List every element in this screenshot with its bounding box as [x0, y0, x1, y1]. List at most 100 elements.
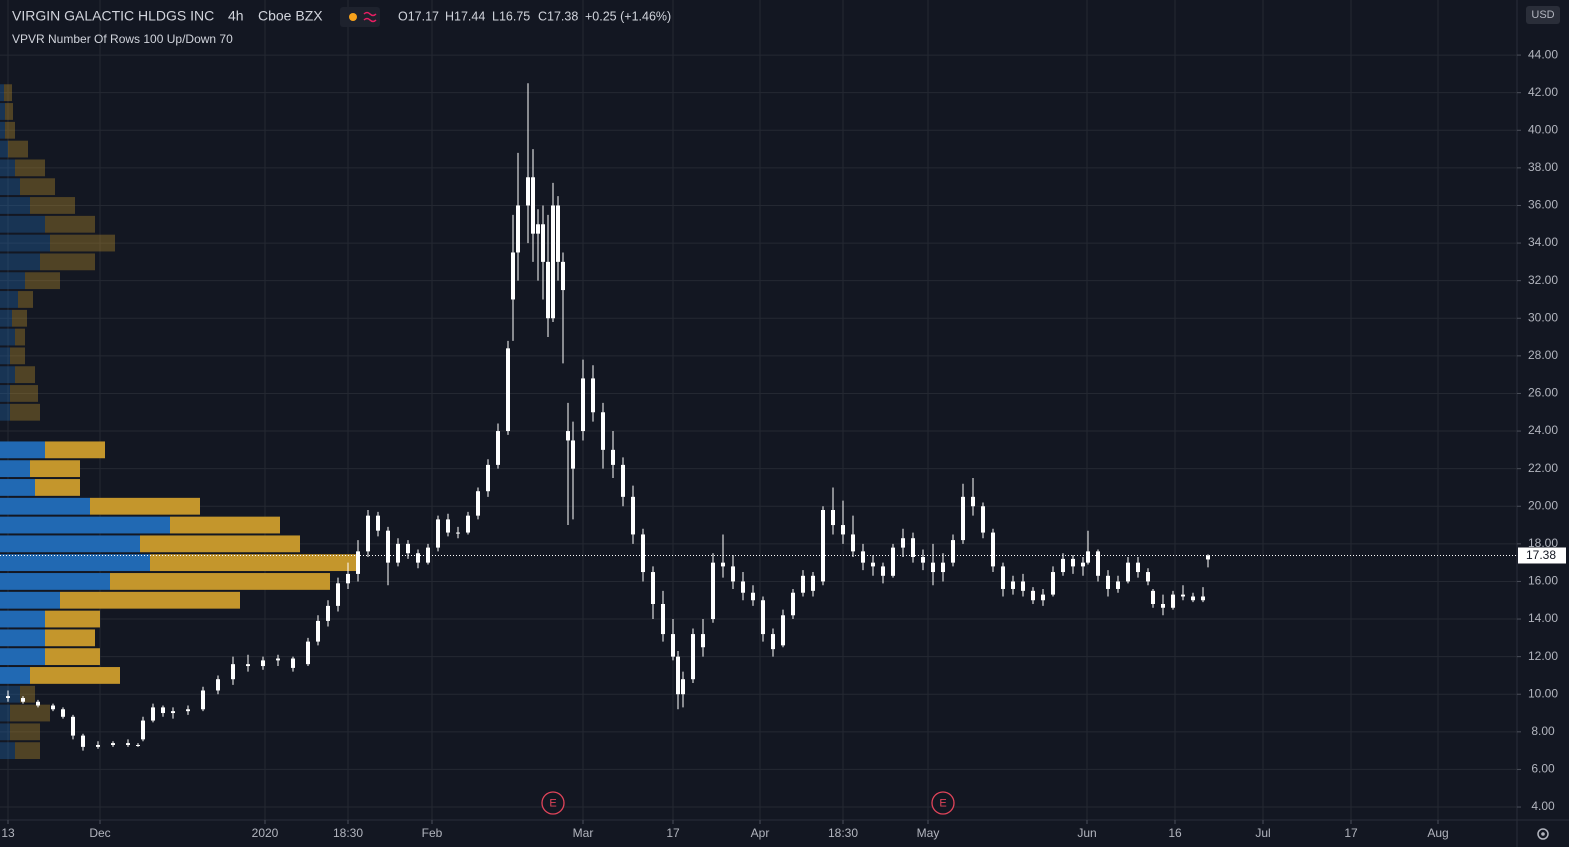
y-tick-label: 44.00: [1528, 47, 1558, 61]
volume-up-bar: [0, 591, 60, 609]
candle-body: [456, 532, 460, 534]
volume-down-bar: [15, 328, 25, 346]
candle-body: [1191, 596, 1195, 601]
volume-up-bar: [0, 723, 10, 741]
y-tick-label: 30.00: [1528, 310, 1558, 324]
open-value: O17.17: [398, 9, 439, 23]
candle-body: [546, 261, 550, 319]
candle-body: [1061, 558, 1065, 573]
candle-body: [386, 530, 390, 563]
volume-down-bar: [18, 291, 33, 308]
volume-down-bar: [45, 610, 100, 628]
candle-body: [911, 538, 915, 558]
candle-body: [326, 605, 330, 621]
status-icons: [340, 7, 380, 27]
candle-body: [731, 566, 735, 582]
candle-body: [161, 707, 165, 714]
volume-up-bar: [0, 366, 15, 384]
candle-body: [631, 496, 635, 535]
currency[interactable]: USD: [1531, 9, 1554, 21]
interval[interactable]: 4h: [228, 8, 244, 24]
candle-body: [1096, 551, 1100, 576]
earnings-label: E: [549, 797, 556, 809]
candle-body: [551, 205, 555, 319]
volume-down-bar: [50, 234, 115, 252]
volume-down-bar: [10, 403, 40, 421]
candle-body: [476, 491, 480, 516]
indicator-label[interactable]: VPVR Number Of Rows 100 Up/Down 70: [12, 32, 233, 46]
candle-body: [741, 581, 745, 593]
volume-up-bar: [0, 309, 12, 327]
candle-body: [516, 205, 520, 253]
volume-up-bar: [0, 215, 45, 233]
candle-body: [1051, 572, 1055, 595]
candle-body: [621, 464, 625, 497]
earnings-marker[interactable]: E: [541, 791, 565, 815]
candle-body: [641, 534, 645, 573]
x-tick-label: 13: [1, 826, 15, 840]
candle-body: [791, 592, 795, 616]
last-price-box: [1518, 547, 1566, 564]
candle-body: [1181, 594, 1185, 597]
x-tick-label: Mar: [573, 826, 594, 840]
candle-body: [96, 744, 100, 747]
candle-body: [1086, 551, 1090, 563]
candle-body: [36, 701, 40, 706]
candle-body: [406, 543, 410, 554]
candle-body: [556, 205, 560, 262]
candle-body: [1171, 594, 1175, 608]
volume-down-bar: [35, 479, 80, 496]
candle-body: [346, 573, 350, 584]
candle-body: [781, 615, 785, 646]
candle-body: [941, 562, 945, 573]
volume-up-bar: [0, 667, 30, 684]
y-tick-label: 24.00: [1528, 423, 1558, 437]
candle-body: [171, 711, 175, 714]
volume-up-bar: [0, 742, 15, 760]
y-tick-label: 22.00: [1528, 461, 1558, 475]
candle-body: [291, 658, 295, 668]
candle-body: [141, 720, 145, 740]
volume-up-bar: [0, 291, 18, 308]
candle-body: [1021, 581, 1025, 591]
volume-up-bar: [0, 385, 10, 402]
y-tick-label: 20.00: [1528, 498, 1558, 512]
y-tick-label: 42.00: [1528, 85, 1558, 99]
volume-up-bar: [0, 516, 170, 534]
candle-body: [216, 679, 220, 691]
candle-body: [566, 431, 570, 441]
x-tick-label: Dec: [89, 826, 110, 840]
x-tick-label: 2020: [252, 826, 279, 840]
volume-up-bar: [0, 535, 140, 553]
volume-down-bar: [30, 460, 80, 478]
earnings-marker[interactable]: E: [931, 791, 955, 815]
volume-up-bar: [0, 704, 10, 722]
candle-body: [1116, 581, 1120, 589]
candle-body: [1106, 575, 1110, 589]
volume-up-bar: [0, 347, 10, 365]
candle-body: [276, 658, 280, 661]
x-tick-label: Jul: [1255, 826, 1270, 840]
candle-body: [446, 519, 450, 533]
volume-up-bar: [0, 197, 30, 214]
candle-body: [151, 707, 155, 721]
volume-down-bar: [25, 272, 60, 290]
candle-body: [691, 634, 695, 680]
candle-body: [711, 562, 715, 620]
settings-icon[interactable]: [1537, 828, 1549, 840]
volume-down-bar: [10, 704, 50, 722]
candle-body: [186, 709, 190, 712]
candle-body: [601, 412, 605, 450]
y-tick-label: 16.00: [1528, 574, 1558, 588]
volume-up-bar: [0, 610, 45, 628]
candle-body: [201, 690, 205, 710]
currency-box[interactable]: [1526, 6, 1560, 24]
candle-body: [61, 709, 65, 717]
candle-body: [21, 697, 25, 702]
x-tick-label: Apr: [751, 826, 770, 840]
candle-body: [231, 664, 235, 680]
y-tick-label: 28.00: [1528, 348, 1558, 362]
candle-body: [771, 634, 775, 650]
y-tick-label: 36.00: [1528, 198, 1558, 212]
